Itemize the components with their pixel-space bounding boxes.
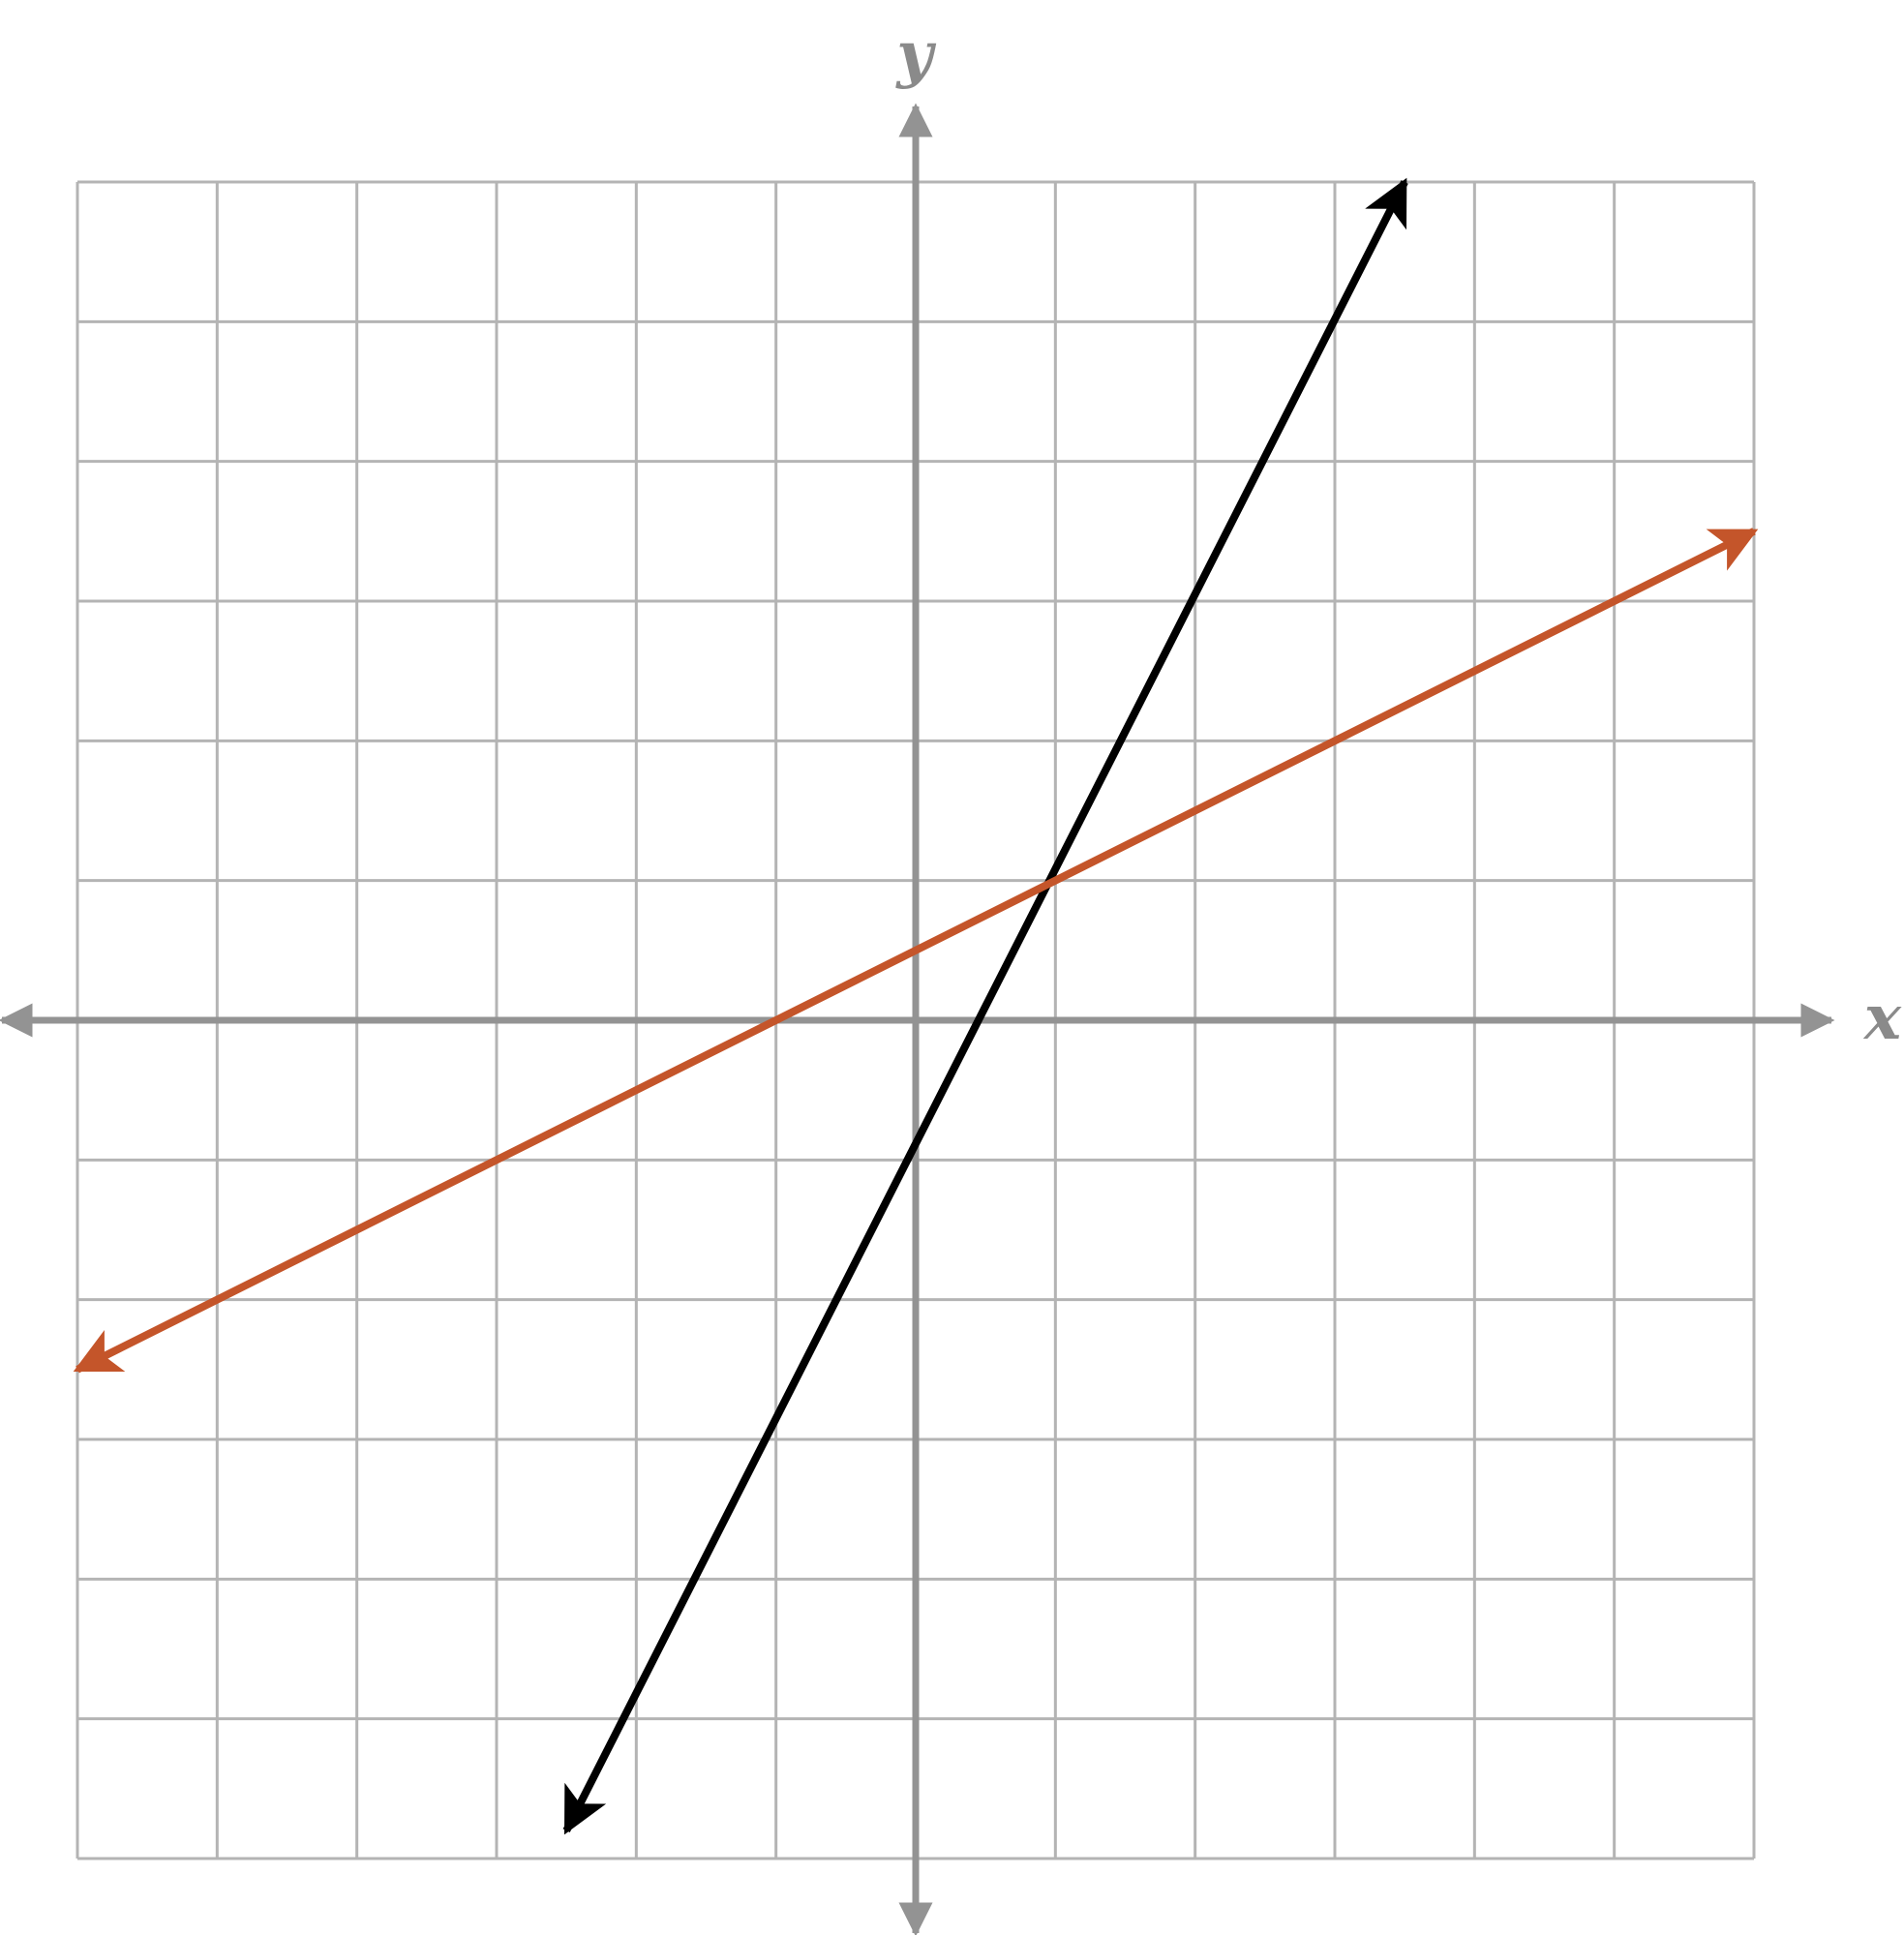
series-line-2 <box>73 528 1759 1374</box>
x-axis-label: x <box>1862 982 1902 1054</box>
y-axis-label: y <box>894 18 936 91</box>
axes <box>0 103 1835 1935</box>
series-line-1 <box>562 177 1408 1835</box>
series-layer <box>73 177 1759 1835</box>
